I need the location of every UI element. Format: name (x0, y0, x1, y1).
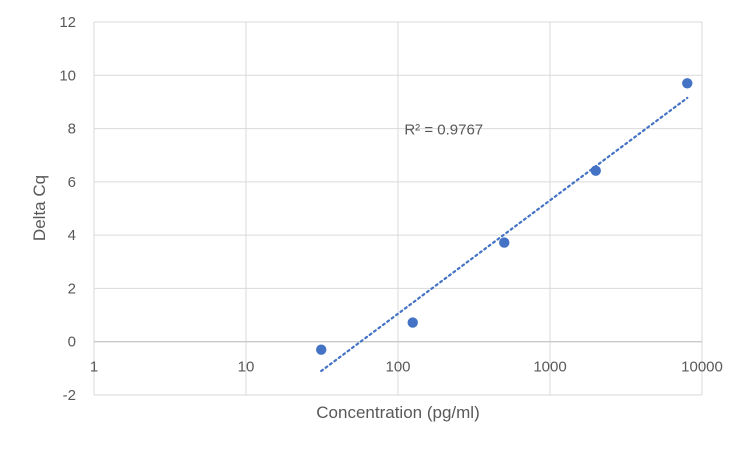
y-tick-label: 10 (59, 67, 76, 84)
x-axis-title: Concentration (pg/ml) (316, 403, 479, 422)
x-tick-label: 10 (238, 359, 255, 376)
x-tick-label: 1000 (533, 359, 566, 376)
data-point (499, 237, 510, 248)
r-squared-label: R² = 0.9767 (404, 122, 483, 139)
x-tick-label: 1 (90, 359, 98, 376)
x-tick-label: 10000 (681, 359, 723, 376)
grid (93, 21, 703, 396)
x-tick-labels: 1 10 100 1000 10000 (90, 359, 723, 376)
y-tick-label: 12 (59, 14, 76, 31)
y-tick-label: -2 (63, 387, 76, 404)
data-points (316, 78, 693, 355)
y-axis-title: Delta Cq (30, 175, 49, 241)
data-point (407, 317, 418, 328)
y-tick-labels: -2 0 2 4 6 8 10 12 (59, 14, 76, 404)
data-point (316, 344, 327, 355)
y-tick-label: 2 (68, 280, 76, 297)
y-tick-label: 0 (68, 334, 76, 351)
annotations: R² = 0.9767 (404, 122, 483, 139)
x-tick-label: 100 (385, 359, 410, 376)
trendline (320, 96, 689, 373)
data-point (590, 165, 601, 176)
y-tick-label: 4 (68, 227, 76, 244)
data-point (682, 78, 693, 89)
trendline-layer (320, 96, 689, 373)
y-tick-label: 8 (68, 121, 76, 138)
y-tick-label: 6 (68, 174, 76, 191)
